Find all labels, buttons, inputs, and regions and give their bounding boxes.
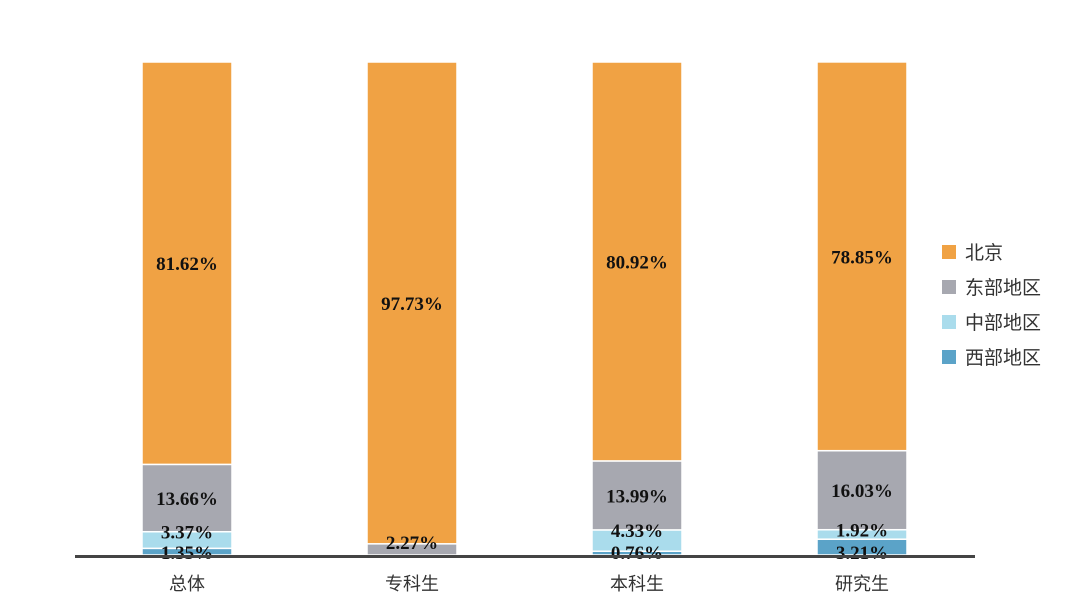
category-label: 本科生 [610,574,664,595]
segment-value-label: 3.21% [836,543,888,564]
segment-value-label: 80.92% [606,252,668,273]
legend-label: 北京 [965,242,1003,264]
legend-swatch [942,315,956,329]
segment-value-label: 81.62% [156,254,218,275]
legend-swatch [942,280,956,294]
legend-label: 中部地区 [965,312,1041,334]
segment-value-label: 13.66% [156,489,218,510]
bar-segment-2-3 [591,61,683,462]
segment-value-label: 2.27% [386,533,438,554]
legend-label: 西部地区 [965,347,1041,369]
legend-swatch [942,245,956,259]
segment-value-label: 0.76% [611,543,663,564]
bar-segment-3-3 [816,61,908,452]
bar-segment-0-2 [141,463,233,533]
segment-value-label: 13.99% [606,486,668,507]
category-labels-group: 总体 专科生 本科生 研究生 [169,574,889,595]
segment-value-label: 3.37% [161,523,213,544]
category-label: 研究生 [835,574,889,595]
legend-swatch [942,350,956,364]
segment-value-label: 16.03% [831,481,893,502]
segment-value-label: 1.92% [836,521,888,542]
category-label: 总体 [169,574,205,595]
segment-value-label: 78.85% [831,247,893,268]
segment-value-label: 97.73% [381,294,443,315]
legend-label: 东部地区 [965,277,1041,299]
segment-labels-group: 1.35%3.37% 13.66% 81.62% 2.27% 97.73% 0.76%4.… [156,247,893,564]
category-label: 专科生 [385,574,439,595]
bar-segment-0-3 [141,61,233,466]
bars-group [141,61,908,556]
bar-segment-2-2 [591,460,683,531]
segment-value-label: 1.35% [161,543,213,564]
bar-segment-1-3 [366,61,458,545]
bar-segment-3-2 [816,449,908,531]
segment-value-label: 4.33% [611,521,663,542]
